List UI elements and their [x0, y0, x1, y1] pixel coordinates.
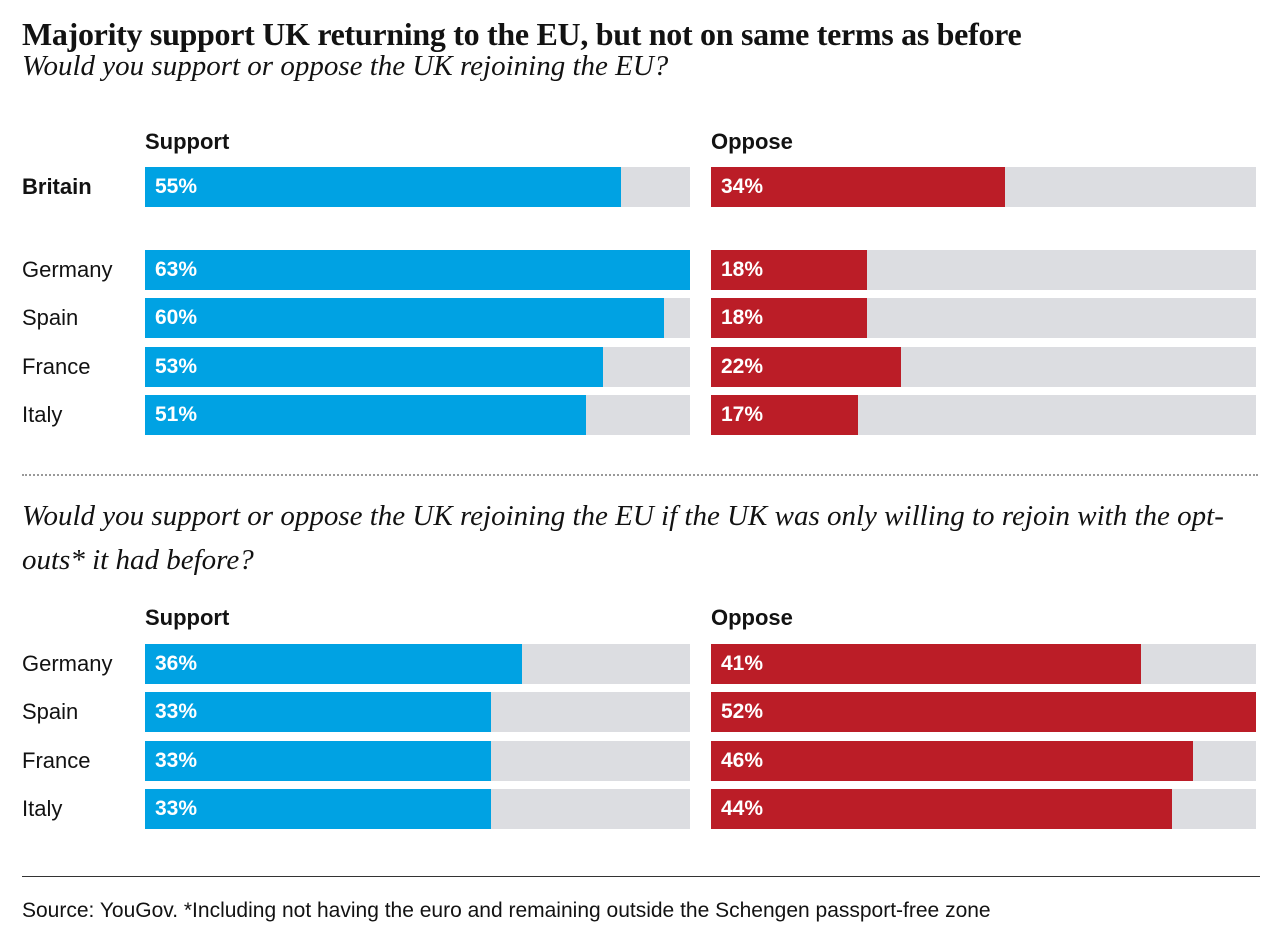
value-label: 55%: [155, 175, 198, 198]
value-label: 33%: [155, 797, 198, 820]
value-label: 34%: [721, 175, 764, 198]
category-label: France: [22, 354, 91, 379]
bar: [711, 395, 859, 435]
divider: [22, 474, 1258, 476]
bar: [145, 298, 665, 338]
bar: [145, 167, 621, 207]
bar: [145, 250, 690, 290]
value-label: 46%: [721, 749, 764, 772]
bar: [711, 298, 867, 338]
legend-header: Oppose: [711, 605, 793, 630]
bar: [145, 347, 604, 387]
chart-title: Majority support UK returning to the EU,…: [22, 16, 1022, 52]
value-label: 33%: [155, 749, 198, 772]
category-label: Italy: [22, 402, 63, 427]
bar: [145, 644, 523, 684]
value-label: 17%: [721, 403, 764, 426]
chart-subtitle: Would you support or oppose the UK rejoi…: [22, 50, 669, 82]
value-label: 63%: [155, 258, 198, 281]
category-label: Italy: [22, 796, 63, 821]
bar: [711, 347, 902, 387]
category-label: Spain: [22, 305, 79, 330]
category-label: Germany: [22, 651, 113, 676]
rule: [22, 876, 1260, 877]
chart-subtitle: Would you support or oppose the UK rejoi…: [22, 500, 1224, 576]
value-label: 41%: [721, 652, 764, 675]
value-label: 18%: [721, 306, 764, 329]
value-label: 53%: [155, 355, 198, 378]
bar: [711, 167, 1006, 207]
bar: [711, 789, 1173, 829]
value-label: 60%: [155, 306, 198, 329]
bar: [145, 395, 587, 435]
value-label: 44%: [721, 797, 764, 820]
bar: [711, 741, 1194, 781]
category-label: Germany: [22, 257, 113, 282]
bar: [145, 692, 491, 732]
bar: [711, 692, 1256, 732]
value-label: 22%: [721, 355, 764, 378]
value-label: 33%: [155, 700, 198, 723]
category-label: Britain: [22, 174, 92, 199]
legend-header: Support: [145, 605, 230, 630]
category-label: France: [22, 748, 91, 773]
bar: [145, 789, 491, 829]
bar: [145, 741, 491, 781]
value-label: 51%: [155, 403, 198, 426]
source-note: Source: YouGov. *Including not having th…: [22, 899, 991, 922]
legend-header: Oppose: [711, 129, 793, 154]
legend-header: Support: [145, 129, 230, 154]
category-label: Spain: [22, 699, 79, 724]
bar: [711, 250, 867, 290]
value-label: 36%: [155, 652, 198, 675]
value-label: 18%: [721, 258, 764, 281]
bar: [711, 644, 1141, 684]
value-label: 52%: [721, 700, 764, 723]
